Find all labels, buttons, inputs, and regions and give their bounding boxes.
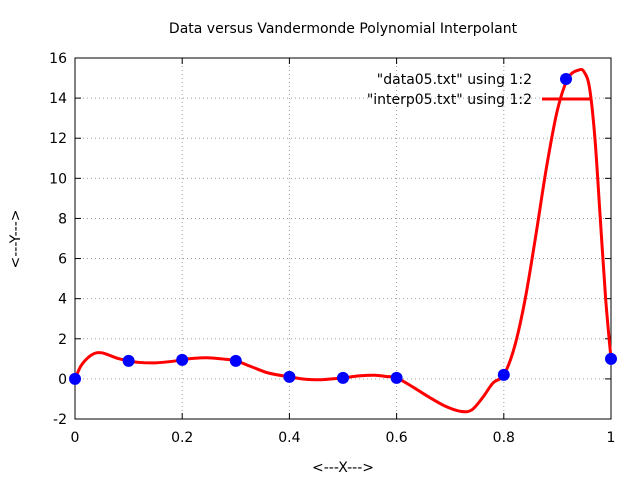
legend-label: "data05.txt" using 1:2 [377, 72, 532, 88]
data-point [176, 353, 189, 366]
legend: "data05.txt" using 1:2 "interp05.txt" usi… [367, 72, 592, 108]
y-tick-label: 16 [49, 51, 67, 67]
chart-title: Data versus Vandermonde Polynomial Inter… [169, 21, 518, 37]
y-tick-label: 2 [58, 332, 67, 348]
data-point [69, 372, 81, 385]
data-point [390, 371, 403, 384]
y-tick-label: 12 [49, 131, 67, 147]
y-tick-label: 10 [49, 171, 67, 187]
x-tick-label: 0 [71, 430, 80, 446]
y-axis-label: <---Y---> [8, 209, 24, 268]
y-tick-label: 8 [58, 211, 67, 227]
data-point [283, 370, 296, 383]
data-point [337, 371, 349, 384]
data-point [497, 368, 510, 381]
y-tick-label: 14 [49, 91, 67, 107]
x-tick-label: 0.2 [171, 430, 193, 446]
y-tick-label: 0 [58, 372, 67, 388]
y-tick-label: -2 [53, 412, 67, 428]
x-tick-label: 0.6 [385, 430, 407, 446]
y-tick-label: 6 [58, 252, 67, 268]
y-tick-label: 4 [58, 292, 67, 308]
legend-marker-data [560, 73, 572, 85]
x-axis-label: <---X---> [312, 460, 374, 476]
x-tick-label: 1 [607, 430, 616, 446]
data-point [605, 352, 617, 365]
x-tick-label: 0.8 [493, 430, 515, 446]
data-point [229, 354, 242, 367]
legend-label: "interp05.txt" using 1:2 [367, 92, 532, 108]
data-point [122, 354, 135, 367]
x-tick-label: 0.4 [278, 430, 300, 446]
plot-frame [74, 57, 612, 420]
